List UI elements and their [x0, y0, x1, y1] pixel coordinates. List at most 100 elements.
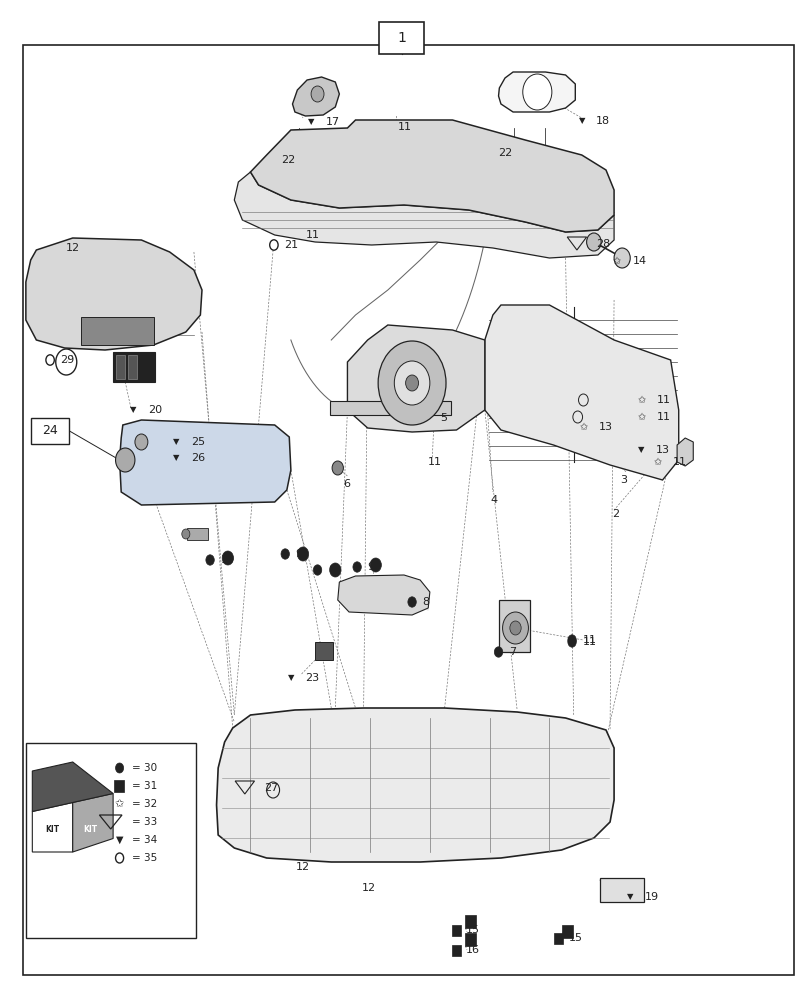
Text: ▼: ▼ — [579, 116, 585, 125]
Polygon shape — [120, 420, 291, 505]
Bar — [452, 945, 461, 956]
Text: ▼: ▼ — [116, 835, 124, 845]
Circle shape — [568, 635, 576, 645]
Bar — [330, 401, 451, 415]
Circle shape — [494, 647, 503, 657]
Circle shape — [222, 551, 234, 565]
Circle shape — [614, 248, 630, 268]
Circle shape — [330, 563, 341, 577]
Bar — [114, 780, 124, 792]
Text: 16: 16 — [466, 945, 480, 955]
Polygon shape — [499, 72, 575, 112]
Bar — [128, 355, 137, 379]
Text: 9: 9 — [368, 562, 375, 572]
Text: 2: 2 — [612, 509, 620, 519]
Text: 10: 10 — [221, 555, 234, 565]
Text: 7: 7 — [509, 647, 516, 657]
Circle shape — [332, 461, 343, 475]
Circle shape — [408, 597, 416, 607]
Text: = 33: = 33 — [132, 817, 157, 827]
Text: = 34: = 34 — [132, 835, 157, 845]
Bar — [113, 352, 155, 382]
Text: = 32: = 32 — [132, 799, 157, 809]
Text: ✩: ✩ — [579, 422, 587, 432]
Text: 9: 9 — [296, 549, 303, 559]
Text: 14: 14 — [633, 256, 646, 266]
Circle shape — [510, 621, 521, 635]
Text: ▼: ▼ — [308, 117, 314, 126]
Text: 18: 18 — [596, 116, 610, 126]
Text: 5: 5 — [440, 413, 448, 423]
Text: ▼: ▼ — [638, 446, 645, 454]
Circle shape — [314, 565, 322, 575]
Text: 6: 6 — [343, 479, 351, 489]
Text: ✩: ✩ — [638, 395, 646, 405]
Circle shape — [568, 637, 576, 647]
Text: = 35: = 35 — [132, 853, 157, 863]
Text: 12: 12 — [362, 883, 376, 893]
Text: 28: 28 — [596, 239, 611, 249]
Polygon shape — [234, 172, 614, 258]
Bar — [465, 915, 476, 928]
Text: 13: 13 — [599, 422, 612, 432]
Polygon shape — [347, 325, 485, 432]
Bar — [600, 878, 644, 902]
Bar — [562, 925, 573, 938]
Polygon shape — [677, 438, 693, 466]
Text: KIT: KIT — [45, 825, 60, 834]
Text: 11: 11 — [657, 395, 671, 405]
Bar — [116, 355, 125, 379]
Circle shape — [116, 448, 135, 472]
Circle shape — [587, 233, 601, 251]
Text: 11: 11 — [428, 457, 442, 467]
Text: 11: 11 — [398, 122, 411, 132]
Text: 11: 11 — [583, 637, 596, 647]
Text: 22: 22 — [281, 155, 296, 165]
Circle shape — [311, 86, 324, 102]
Text: 1: 1 — [398, 31, 406, 45]
Bar — [380, 22, 423, 54]
Text: 15: 15 — [466, 925, 480, 935]
Text: KIT: KIT — [83, 825, 98, 834]
Text: 22: 22 — [498, 148, 512, 158]
Circle shape — [116, 763, 124, 773]
Bar — [315, 642, 333, 660]
Text: 12: 12 — [66, 243, 80, 253]
Circle shape — [297, 547, 309, 561]
Text: 4: 4 — [490, 495, 498, 505]
Circle shape — [182, 529, 190, 539]
Polygon shape — [485, 305, 679, 480]
Bar — [452, 925, 461, 936]
Text: 3: 3 — [621, 475, 628, 485]
Text: 25: 25 — [191, 437, 204, 447]
Text: 11: 11 — [305, 230, 319, 240]
Bar — [499, 600, 530, 652]
Polygon shape — [26, 238, 202, 350]
Text: ▼: ▼ — [627, 892, 633, 902]
Text: = 31: = 31 — [132, 781, 157, 791]
Bar — [187, 528, 208, 540]
Text: 26: 26 — [191, 453, 204, 463]
Bar — [465, 933, 476, 946]
Bar — [81, 317, 154, 345]
Polygon shape — [338, 575, 430, 615]
Text: 17: 17 — [326, 117, 339, 127]
Text: 9: 9 — [328, 565, 335, 575]
Text: ✩: ✩ — [613, 256, 621, 266]
Text: 19: 19 — [645, 892, 659, 902]
Text: 20: 20 — [148, 405, 162, 415]
Bar — [31, 418, 69, 444]
Text: ▼: ▼ — [173, 454, 179, 462]
Text: 11: 11 — [657, 412, 671, 422]
Circle shape — [353, 562, 361, 572]
Polygon shape — [250, 120, 614, 232]
Text: 23: 23 — [305, 673, 319, 683]
Polygon shape — [292, 77, 339, 116]
Text: 24: 24 — [42, 424, 58, 438]
Circle shape — [503, 612, 528, 644]
Circle shape — [406, 375, 419, 391]
Text: ✩: ✩ — [115, 799, 124, 809]
Circle shape — [370, 558, 381, 572]
Text: 11: 11 — [673, 457, 687, 467]
Bar — [554, 933, 563, 944]
